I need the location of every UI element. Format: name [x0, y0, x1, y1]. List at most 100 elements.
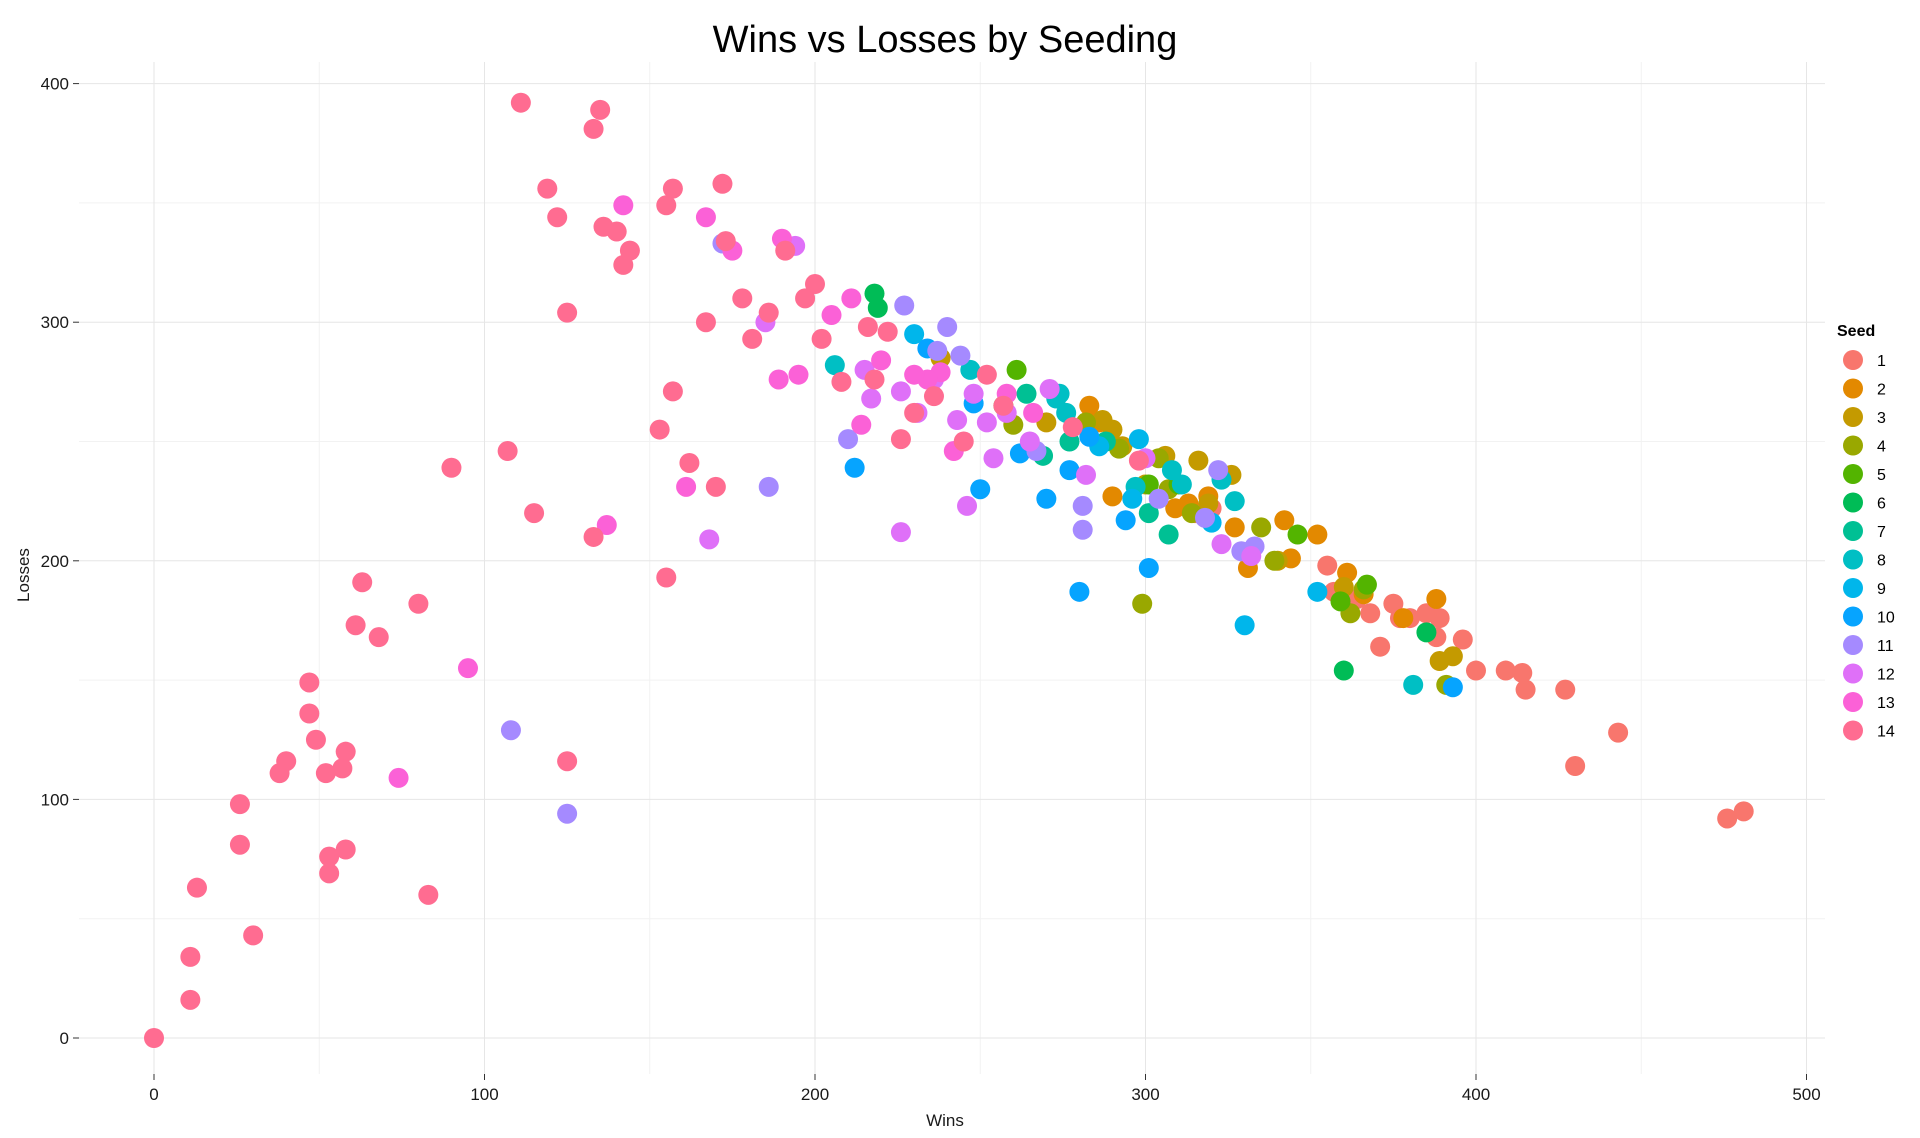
data-point — [947, 410, 968, 431]
data-point — [557, 803, 578, 824]
data-point — [441, 457, 462, 478]
data-point — [890, 381, 911, 402]
y-tick-label: 200 — [41, 552, 69, 571]
data-point — [1079, 426, 1100, 447]
legend-title: Seed — [1837, 323, 1875, 340]
data-point — [1416, 603, 1437, 624]
data-point — [229, 834, 250, 855]
y-tick-label: 300 — [41, 313, 69, 332]
data-point — [368, 627, 389, 648]
data-point — [590, 99, 611, 120]
data-point — [676, 476, 697, 497]
legend-key — [1843, 435, 1863, 456]
data-point — [1416, 622, 1437, 643]
data-point — [904, 402, 925, 423]
data-point — [923, 386, 944, 407]
data-point — [1039, 379, 1060, 400]
data-point — [864, 283, 885, 304]
data-point — [953, 431, 974, 452]
legend-label: 11 — [1877, 638, 1894, 655]
data-point — [831, 371, 852, 392]
data-point — [1287, 524, 1308, 545]
data-point — [871, 350, 892, 371]
data-point — [1224, 517, 1245, 538]
data-point — [1512, 662, 1533, 683]
data-point — [1036, 488, 1057, 509]
data-point — [963, 383, 984, 404]
legend-label: 8 — [1877, 553, 1886, 570]
data-point — [1208, 460, 1229, 481]
data-point — [144, 1028, 164, 1048]
data-point — [1466, 660, 1486, 681]
data-point — [993, 395, 1014, 416]
data-point — [1234, 615, 1255, 636]
data-point — [742, 328, 763, 349]
legend-key — [1843, 663, 1863, 684]
data-point — [811, 328, 832, 349]
legend-key — [1843, 549, 1863, 570]
legend-label: 9 — [1877, 581, 1886, 598]
data-point — [1330, 591, 1351, 612]
data-point — [229, 794, 250, 815]
data-point — [950, 345, 971, 366]
data-point — [186, 877, 207, 898]
legend-key — [1843, 720, 1863, 741]
data-point — [335, 741, 356, 762]
data-point — [1072, 495, 1093, 516]
data-point — [937, 316, 958, 337]
legend-key — [1843, 350, 1863, 370]
data-point — [1356, 574, 1377, 595]
data-point — [788, 364, 809, 385]
legend-label: 2 — [1877, 382, 1886, 399]
data-point — [510, 92, 531, 113]
data-point — [927, 340, 948, 361]
legend-key — [1843, 578, 1863, 598]
data-point — [695, 207, 716, 228]
data-point — [1016, 383, 1037, 404]
data-point — [335, 839, 356, 860]
data-point — [180, 946, 201, 967]
data-point — [775, 240, 796, 261]
data-point — [795, 288, 816, 309]
data-point — [315, 763, 336, 784]
data-point — [890, 429, 911, 450]
legend-key — [1843, 692, 1863, 712]
y-tick-label: 100 — [41, 790, 69, 809]
legend-label: 6 — [1877, 496, 1886, 513]
data-point — [299, 672, 320, 693]
data-point — [1161, 460, 1182, 481]
data-point — [894, 295, 915, 316]
data-point — [593, 216, 614, 237]
data-point — [1138, 503, 1159, 524]
data-point — [557, 751, 578, 772]
data-point — [1224, 491, 1245, 512]
data-point — [1370, 636, 1391, 657]
data-points — [144, 92, 1754, 1048]
data-point — [1274, 510, 1295, 531]
legend-label: 5 — [1877, 467, 1886, 484]
data-point — [497, 441, 518, 462]
x-tick-label: 300 — [1131, 1085, 1159, 1104]
legend-key — [1843, 492, 1863, 513]
data-point — [1426, 588, 1447, 609]
data-point — [649, 419, 670, 440]
data-point — [1264, 550, 1285, 571]
data-point — [805, 274, 825, 295]
data-point — [1122, 488, 1143, 509]
data-point — [457, 658, 478, 679]
legend-key — [1843, 521, 1863, 541]
data-point — [841, 288, 862, 309]
data-point — [613, 195, 634, 216]
data-point — [345, 615, 366, 636]
data-point — [970, 479, 991, 500]
data-point — [388, 767, 409, 788]
data-point — [844, 457, 865, 478]
data-point — [1403, 674, 1424, 695]
data-point — [732, 288, 753, 309]
legend-key — [1843, 407, 1863, 427]
data-point — [1442, 677, 1463, 698]
data-point — [524, 503, 545, 524]
